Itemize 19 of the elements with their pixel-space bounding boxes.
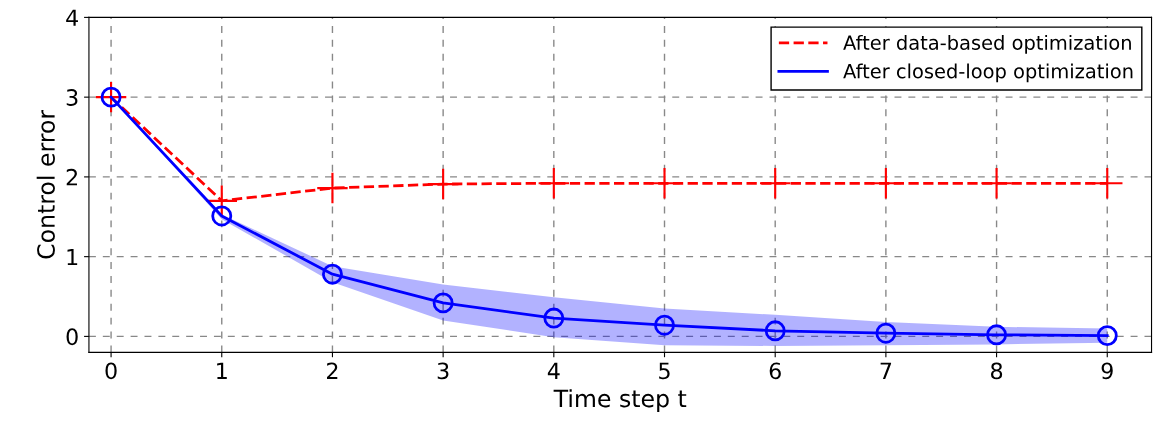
x-tick-label: 0 (105, 362, 117, 380)
y-tick-label: 2 (66, 168, 77, 186)
y-tick-label: 0 (66, 328, 78, 346)
x-tick-label: 9 (1101, 362, 1113, 380)
x-tick-label: 5 (659, 362, 670, 380)
legend-label: After data-based optimization (843, 34, 1131, 54)
x-tick-label: 4 (547, 362, 560, 379)
x-tick-label: 2 (327, 362, 338, 379)
x-axis-title: Time step t (553, 389, 687, 412)
y-tick-label: 3 (66, 89, 78, 106)
y-tick-label: 4 (66, 9, 78, 26)
y-axis-title: Control error (36, 109, 55, 259)
x-tick-label: 1 (217, 362, 227, 379)
x-tick-label: 7 (880, 362, 892, 379)
legend-label: After closed-loop optimization (843, 63, 1133, 83)
x-tick-label: 3 (437, 362, 449, 380)
y-tick-label: 1 (67, 248, 78, 266)
x-tick-label: 8 (991, 362, 1003, 380)
x-tick-label: 6 (769, 362, 781, 380)
